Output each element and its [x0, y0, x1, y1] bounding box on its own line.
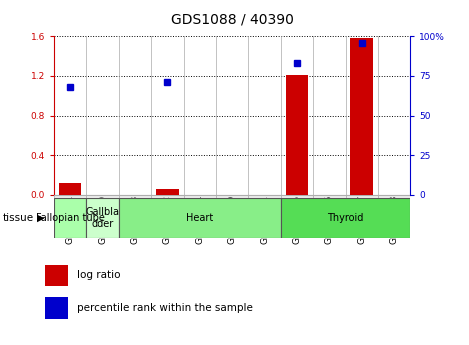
Bar [119, 198, 281, 238]
Bar [59, 183, 82, 195]
Bar [119, 195, 151, 198]
Text: GSM39997: GSM39997 [357, 195, 366, 245]
Bar [45, 265, 68, 286]
Text: Heart: Heart [186, 213, 213, 223]
Bar [249, 195, 281, 198]
Bar [286, 75, 308, 195]
Bar [54, 198, 86, 238]
Text: tissue: tissue [2, 213, 33, 223]
Text: ▶: ▶ [37, 213, 44, 223]
Bar [45, 297, 68, 319]
Text: log ratio: log ratio [77, 270, 121, 280]
Bar [281, 198, 410, 238]
Text: GSM40000: GSM40000 [98, 195, 107, 244]
Bar [281, 195, 313, 198]
Bar [183, 195, 216, 198]
Bar [350, 38, 373, 195]
Bar [156, 189, 179, 195]
Text: GSM39992: GSM39992 [163, 195, 172, 244]
Text: Gallbla
dder: Gallbla dder [85, 207, 120, 229]
Bar [313, 195, 346, 198]
Text: GSM39999: GSM39999 [227, 195, 237, 245]
Bar [151, 195, 183, 198]
Text: percentile rank within the sample: percentile rank within the sample [77, 303, 253, 313]
Text: GSM39994: GSM39994 [195, 195, 204, 244]
Bar [86, 198, 119, 238]
Text: GSM39996: GSM39996 [325, 195, 334, 245]
Text: GSM39991: GSM39991 [66, 195, 75, 245]
Text: Thyroid: Thyroid [327, 213, 364, 223]
Text: GSM39993: GSM39993 [130, 195, 139, 245]
Text: GSM39998: GSM39998 [390, 195, 399, 245]
Bar [346, 195, 378, 198]
Text: Fallopian tube: Fallopian tube [36, 213, 105, 223]
Bar [216, 195, 249, 198]
Text: GDS1088 / 40390: GDS1088 / 40390 [171, 12, 294, 26]
Bar [378, 195, 410, 198]
Bar [86, 195, 119, 198]
Text: GSM39995: GSM39995 [293, 195, 302, 245]
Bar [54, 195, 86, 198]
Text: GSM40001: GSM40001 [260, 195, 269, 244]
